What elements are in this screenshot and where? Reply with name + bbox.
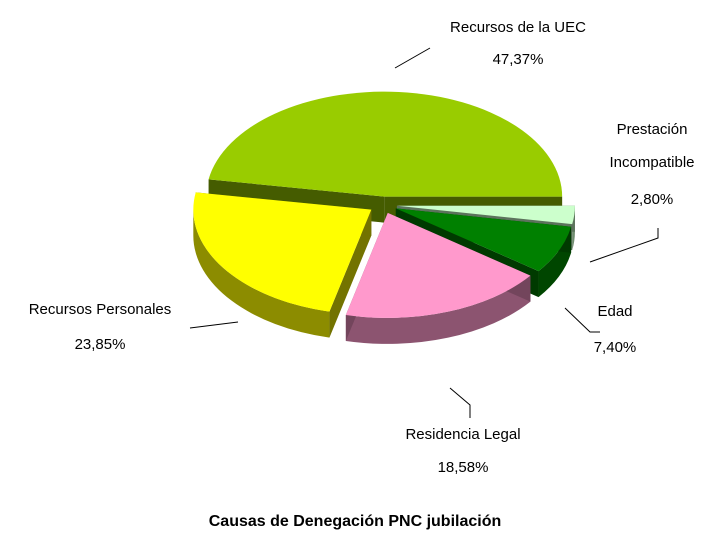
slice [193,192,372,312]
slice [345,212,531,318]
slice-side [193,209,330,338]
slice-group [345,212,531,344]
leader-line [394,47,431,69]
slice [396,205,575,225]
slice-cut [329,209,372,338]
slice-value: 7,40% [594,339,637,356]
slice [395,208,572,272]
leader-line [189,321,239,329]
slice-value: 23,85% [75,336,126,353]
slice-group [193,192,372,338]
slice-label: Recursos de la UEC [450,19,586,36]
slice-value: 47,37% [493,51,544,68]
slice-label: Residencia Legal [405,426,520,443]
leader-line [589,228,659,263]
slice-label: Prestación Incompatible [609,121,694,171]
leader-line [449,387,471,418]
leader-line [564,307,600,333]
pie [193,91,575,344]
chart-title: Causas de Denegación PNC jubilación [209,513,502,530]
slice-side [345,275,531,344]
slice-value: 18,58% [438,459,489,476]
slice-side [538,226,572,298]
slice-label: Recursos Personales [29,301,172,318]
slice-value: 2,80% [631,191,674,208]
slice [208,91,563,197]
slice-label: Edad [597,303,632,320]
